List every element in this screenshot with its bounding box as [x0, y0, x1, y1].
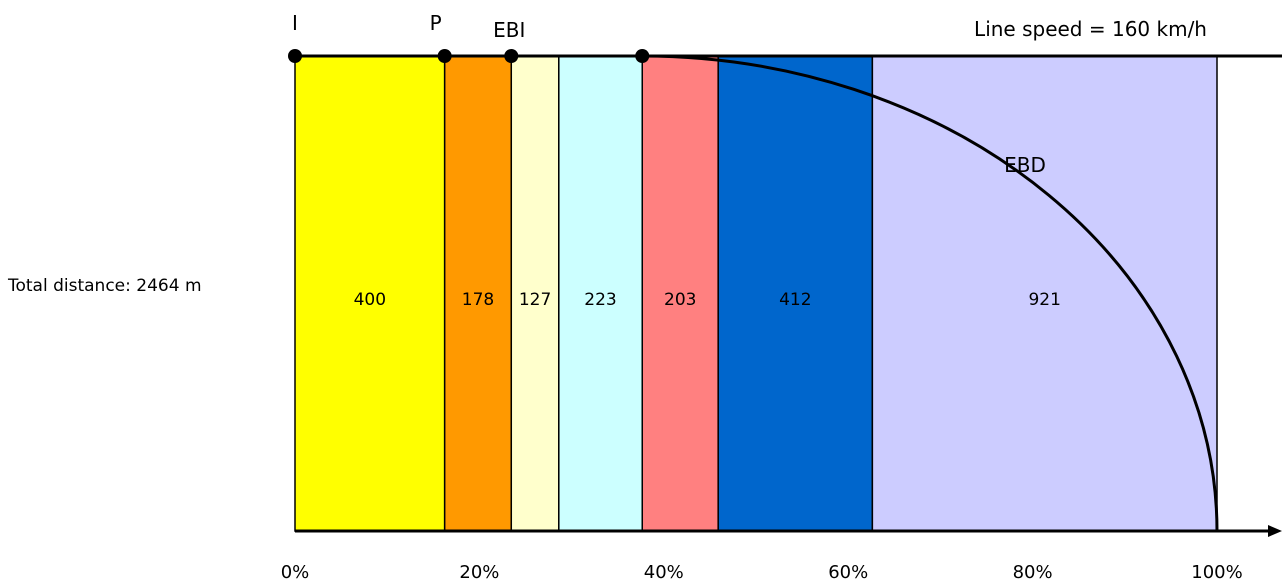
segment-label-3: 127	[519, 290, 551, 310]
marker-dot-1	[288, 49, 302, 63]
marker-label-p: P	[430, 11, 442, 35]
ebd-curve	[642, 54, 1219, 532]
x-tick-label-2: 20%	[459, 562, 499, 581]
segment-label-2: 178	[462, 290, 494, 310]
x-tick-label-3: 40%	[644, 562, 684, 581]
segment-bar-6	[717, 55, 874, 532]
x-tick-label-4: 60%	[828, 562, 868, 581]
line-speed-label: Line speed = 160 km/h	[974, 17, 1207, 41]
ebd-label: EBD	[1004, 153, 1046, 177]
x-tick-label-5: 80%	[1013, 562, 1053, 581]
marker-dot-3	[504, 49, 519, 63]
total-distance-label: Total distance: 2464 m	[8, 276, 202, 296]
segment-bar-7	[871, 55, 1218, 532]
x-tick-label-1: 0%	[281, 562, 310, 581]
segment-label-4: 223	[584, 290, 616, 310]
marker-dot-2	[437, 49, 452, 63]
marker-label-ebi: EBI	[493, 18, 525, 42]
segment-label-7: 921	[1028, 290, 1060, 310]
segment-label-1: 400	[354, 290, 386, 310]
segment-label-6: 412	[779, 290, 811, 310]
segment-label-5: 203	[664, 290, 696, 310]
marker-label-i: I	[292, 11, 298, 35]
x-tick-label-6: 100%	[1191, 562, 1242, 581]
x-axis-arrow	[1268, 525, 1282, 537]
marker-dot-4	[635, 49, 650, 63]
